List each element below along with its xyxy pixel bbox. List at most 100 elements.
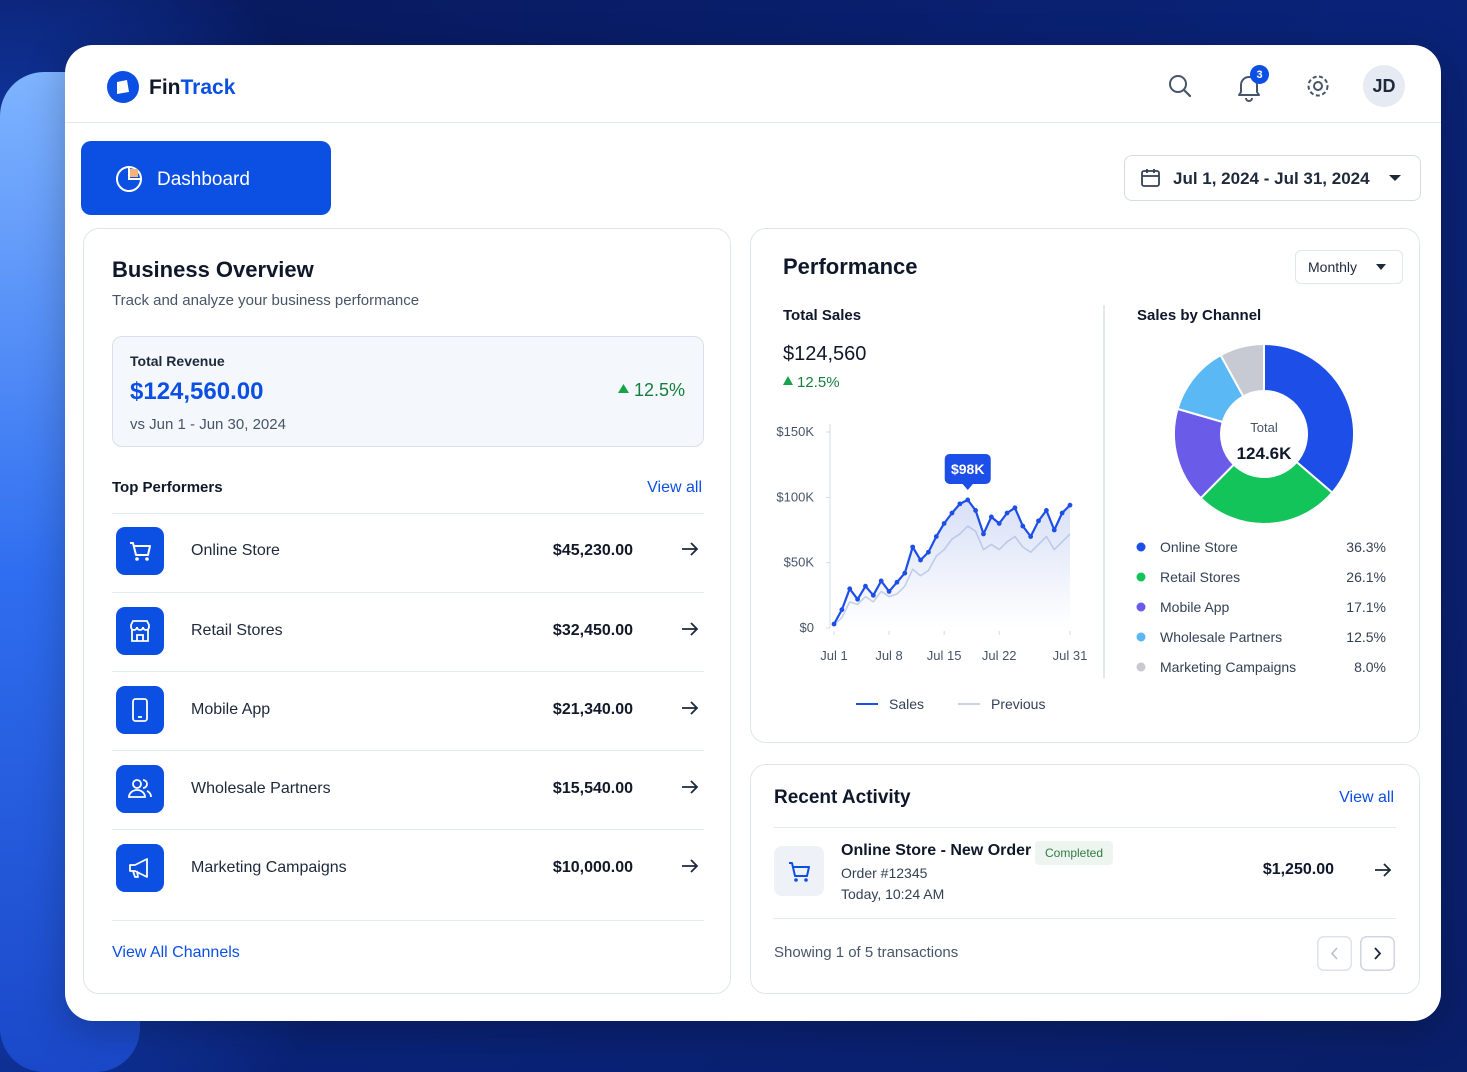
revenue-label: Total Revenue (130, 353, 225, 369)
row-divider (112, 513, 704, 514)
pagination-info: Showing 1 of 5 transactions (774, 944, 959, 961)
performer-name: Retail Stores (191, 622, 283, 639)
search-button[interactable] (1167, 73, 1193, 99)
legend-dot (1136, 662, 1146, 672)
total-sales-value: $124,560 (783, 343, 867, 365)
order-number: Order #12345 (841, 865, 928, 881)
row-divider (112, 750, 704, 751)
legend-label: Online Store (1160, 539, 1238, 555)
legend-dot (1136, 572, 1146, 582)
panel-title: Performance (783, 254, 918, 279)
point (981, 531, 986, 537)
caret (1376, 264, 1386, 270)
legend-value: 36.3% (1346, 539, 1386, 555)
divider (774, 827, 1396, 828)
performer-name: Wholesale Partners (191, 780, 331, 797)
view-all-channels-link[interactable]: View All Channels (112, 944, 240, 961)
point (965, 497, 971, 503)
point (831, 621, 837, 627)
callout-label: $98K (951, 461, 984, 477)
point (847, 586, 853, 592)
settings-button[interactable] (1305, 73, 1331, 99)
performer-name: Mobile App (191, 701, 271, 718)
users-icon (116, 765, 164, 813)
row-arrow[interactable] (680, 699, 700, 717)
up-triangle (618, 384, 629, 393)
legend-value: 12.5% (1346, 629, 1386, 645)
performer-amount: $21,340.00 (552, 701, 633, 718)
legend-value: 8.0% (1354, 659, 1386, 675)
donut-center-label: Total (1250, 420, 1278, 435)
activity-title: Online Store - New Order (841, 842, 1032, 859)
store-icon (116, 607, 164, 655)
point (886, 589, 892, 594)
point (902, 570, 908, 576)
point (996, 521, 1002, 526)
row-arrow[interactable] (680, 857, 700, 875)
prev-page-button[interactable] (1317, 936, 1352, 971)
point (1028, 534, 1034, 539)
revenue-change: 12.5% (633, 380, 685, 400)
area (834, 499, 1070, 628)
legend-label: Marketing Campaigns (1160, 659, 1296, 675)
row-arrow[interactable] (680, 620, 700, 638)
legend-label: Retail Stores (1160, 569, 1240, 585)
brand-suffix: Track (180, 76, 236, 99)
point (1020, 523, 1026, 529)
point (1004, 510, 1010, 516)
activity-time: Today, 10:24 AM (841, 886, 945, 902)
dashboard-icon (116, 166, 142, 192)
point (957, 501, 963, 507)
point (926, 549, 931, 555)
date-range: Jul 1, 2024 - Jul 31, 2024 (1173, 169, 1370, 188)
divider (774, 918, 1396, 919)
point (918, 557, 923, 563)
legend-value: 26.1% (1346, 569, 1386, 585)
period-dropdown[interactable] (1295, 250, 1403, 284)
revenue-comparison: vs Jun 1 - Jun 30, 2024 (130, 416, 286, 433)
callout-pointer (961, 482, 974, 490)
date-picker[interactable] (1124, 155, 1421, 201)
cart-icon (116, 527, 164, 575)
point (910, 544, 916, 550)
point (949, 510, 955, 516)
legend-value: 17.1% (1346, 599, 1386, 615)
total-sales-change: 12.5% (797, 374, 840, 391)
avatar[interactable]: JD (1363, 65, 1405, 107)
point (973, 508, 978, 513)
view-all-link[interactable]: View all (1339, 789, 1394, 806)
megaphone-icon (116, 844, 164, 892)
panel-subtitle: Track and analyze your business performa… (112, 292, 420, 309)
y-tick-label: $50K (784, 555, 815, 570)
activity-amount: $1,250.00 (1262, 861, 1334, 878)
view-all-link[interactable]: View all (647, 479, 702, 496)
row-arrow[interactable] (1373, 861, 1393, 879)
point (878, 578, 884, 584)
dashboard-button[interactable] (81, 141, 331, 215)
performer-amount: $15,540.00 (552, 780, 633, 797)
total-sales-label: Total Sales (783, 307, 862, 324)
row-divider (112, 920, 704, 921)
recent-activity-panel (750, 764, 1420, 994)
y-tick-label: $0 (800, 620, 814, 635)
point (1036, 518, 1041, 524)
next-page-button[interactable] (1360, 936, 1395, 971)
performer-name: Marketing Campaigns (191, 859, 347, 876)
legend-label: Sales (889, 696, 924, 712)
status-badge: Completed (1035, 841, 1113, 865)
point (988, 514, 994, 520)
row-arrow[interactable] (680, 540, 700, 558)
row-arrow[interactable] (680, 778, 700, 796)
point (933, 534, 939, 539)
panel-title: Business Overview (112, 257, 314, 282)
donut-segment (1219, 342, 1265, 398)
notification-badge: 3 (1250, 65, 1269, 84)
donut-center-value: 124.6K (1237, 444, 1293, 463)
legend-dot (1136, 602, 1146, 612)
point (1067, 502, 1073, 508)
x-tick-label: Jul 15 (927, 648, 962, 663)
performer-amount: $32,450.00 (552, 622, 633, 639)
x-tick-label: Jul 22 (982, 648, 1017, 663)
donut-title: Sales by Channel (1137, 307, 1262, 324)
legend-label: Previous (991, 696, 1045, 712)
